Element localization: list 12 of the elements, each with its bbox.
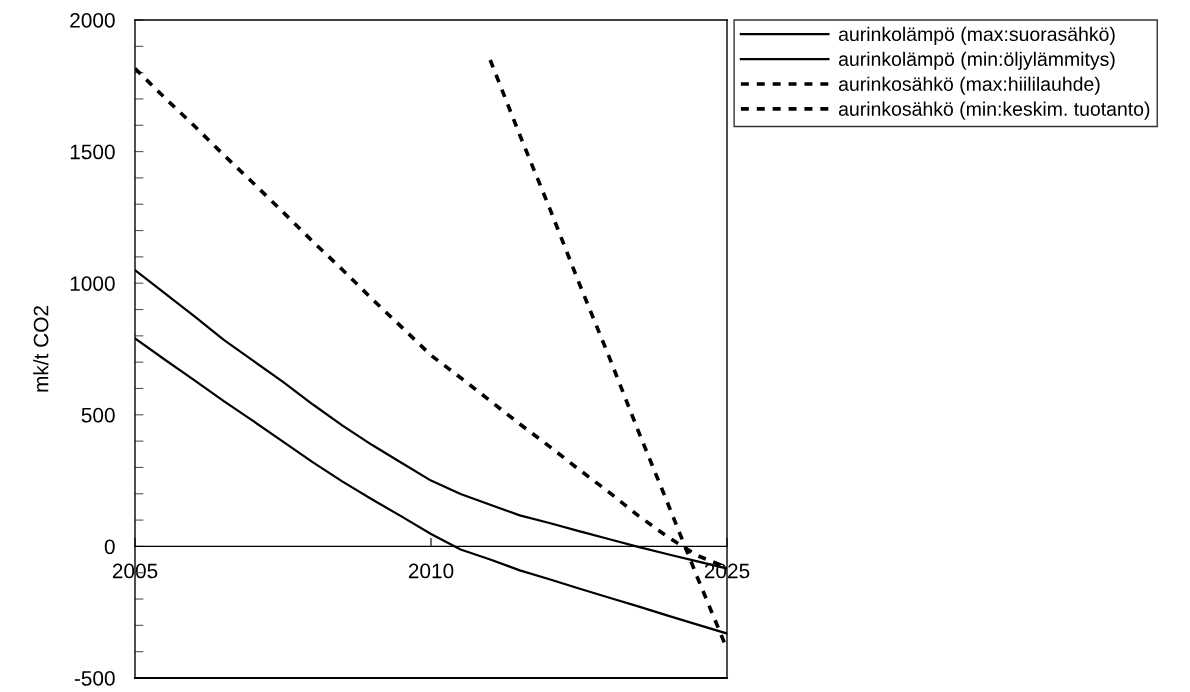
y-tick-label: 500 (81, 407, 115, 423)
y-tick-label: -500 (74, 671, 115, 686)
y-tick-label: 0 (104, 539, 115, 555)
y-tick-label: 2000 (70, 13, 115, 28)
legend-label: aurinkosähkö (min:keskim. tuotanto) (838, 101, 1150, 120)
y-tick-label: 1000 (70, 276, 115, 291)
y-tick-label: 1500 (70, 144, 115, 160)
x-tick-label: 2010 (408, 563, 454, 579)
legend-label: aurinkolämpö (min:öljylämmitys) (838, 51, 1115, 70)
legend-label: aurinkosähkö (max:hiililauhde) (838, 76, 1100, 95)
legend-label: aurinkolämpö (max:suorasähkö) (838, 26, 1115, 45)
y-axis-title: mk/t CO2 (33, 306, 49, 392)
